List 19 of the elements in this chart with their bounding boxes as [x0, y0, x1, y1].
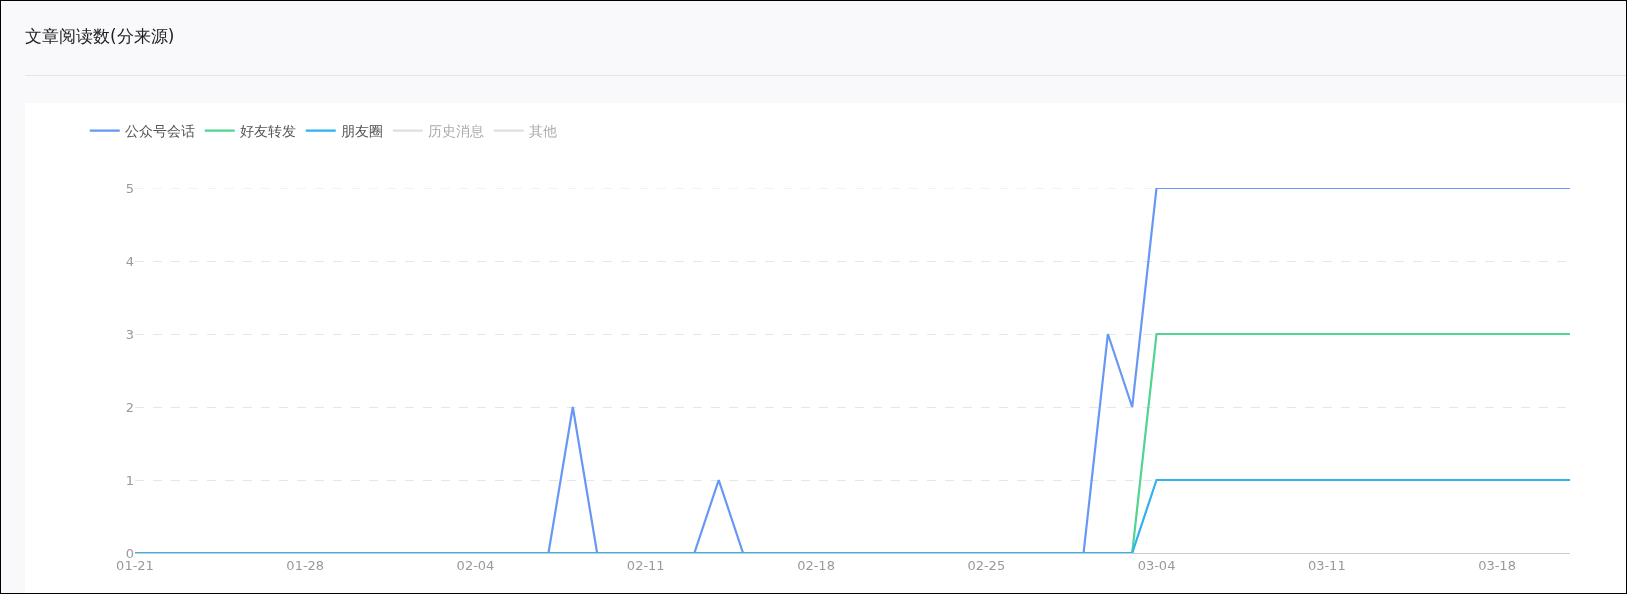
x-tick-label: 02-18: [797, 557, 835, 573]
legend-label: 朋友圈: [340, 123, 383, 140]
x-tick-label: 01-28: [286, 557, 325, 573]
x-tick-label: 02-25: [967, 557, 1006, 573]
y-tick-label: 1: [125, 472, 134, 488]
legend-label: 历史消息: [427, 123, 484, 140]
y-tick-label: 3: [125, 326, 134, 342]
chart-title: 文章阅读数(分来源): [25, 25, 175, 48]
y-tick-label: 2: [125, 399, 134, 415]
y-tick-label: 4: [125, 253, 134, 269]
legend-label: 好友转发: [239, 123, 296, 140]
legend-label: 其他: [528, 123, 557, 140]
x-tick-label: 03-18: [1478, 557, 1516, 573]
x-tick-label: 02-04: [456, 557, 495, 573]
x-tick-label: 03-11: [1307, 557, 1346, 573]
legend-label: 公众号会话: [124, 123, 195, 140]
y-tick-label: 5: [125, 180, 134, 196]
x-tick-label: 03-04: [1137, 557, 1176, 573]
x-tick-label: 02-11: [626, 557, 665, 573]
